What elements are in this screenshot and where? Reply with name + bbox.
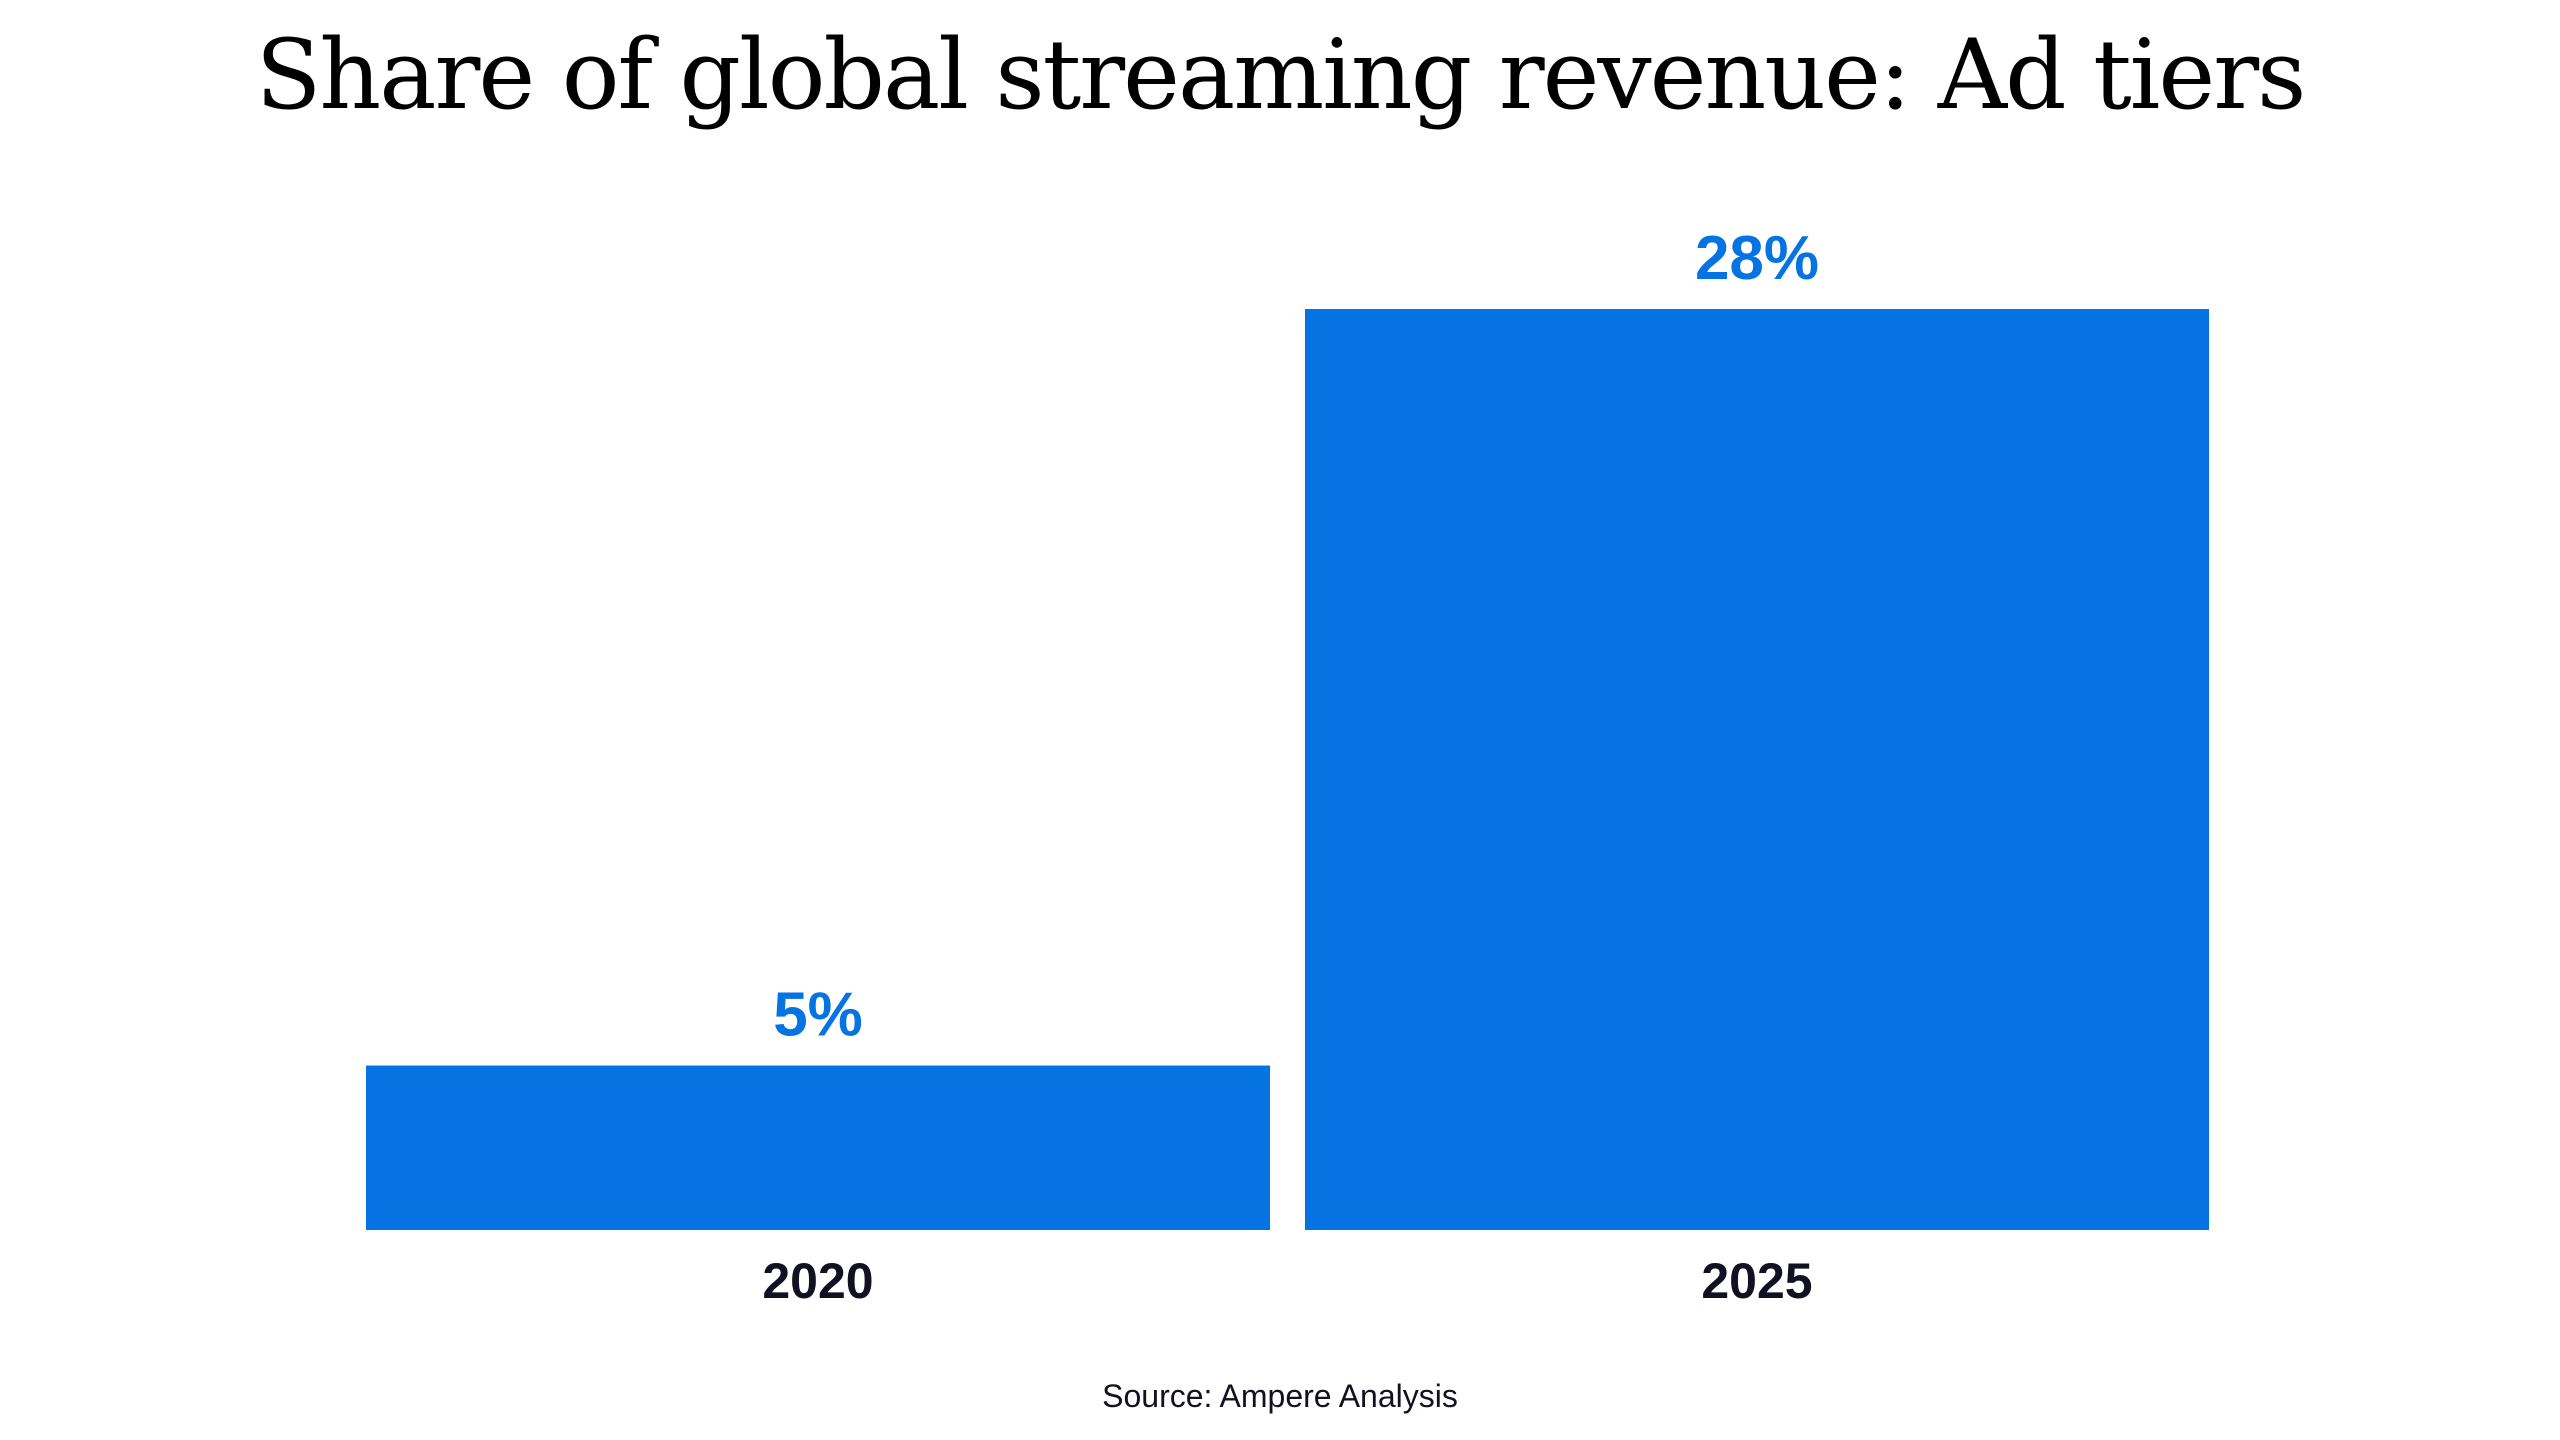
source-note: Source: Ampere Analysis xyxy=(1102,1378,1458,1414)
x-axis-ticks: 2020 2025 xyxy=(762,1253,1812,1309)
data-label-2025: 28% xyxy=(1695,224,1819,293)
data-label-2020: 5% xyxy=(773,981,863,1050)
tick-label-2025: 2025 xyxy=(1701,1253,1812,1309)
tick-label-2020: 2020 xyxy=(762,1253,873,1309)
chart-title: Share of global streaming revenue: Ad ti… xyxy=(255,19,2307,131)
data-labels-layer: 5% 28% xyxy=(773,224,1819,1050)
bar-2020 xyxy=(366,1065,1270,1230)
bar-2025 xyxy=(1305,309,2209,1230)
bars-layer xyxy=(366,309,2209,1230)
